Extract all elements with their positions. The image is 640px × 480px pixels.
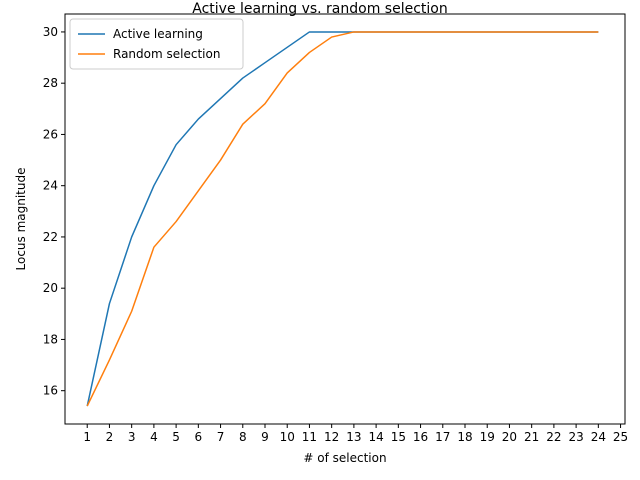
x-tick-label: 5 [172, 430, 180, 444]
x-tick-label: 8 [239, 430, 247, 444]
x-tick-label: 16 [413, 430, 428, 444]
y-tick-label: 18 [43, 332, 58, 346]
x-axis-label: # of selection [303, 451, 386, 465]
x-tick-label: 10 [280, 430, 295, 444]
chart-title: Active learning vs. random selection [192, 1, 447, 17]
x-tick-label: 3 [128, 430, 136, 444]
x-tick-label: 13 [346, 430, 361, 444]
y-tick-label: 30 [43, 25, 58, 39]
x-tick-label: 18 [457, 430, 472, 444]
y-tick-label: 28 [43, 76, 58, 90]
y-tick-label: 16 [43, 384, 58, 398]
legend: Active learning Random selection [69, 18, 244, 70]
legend-label: Active learning [113, 27, 203, 41]
x-tick-label: 17 [435, 430, 450, 444]
y-tick-label: 20 [43, 281, 58, 295]
x-tick-label: 23 [568, 430, 583, 444]
y-tick-label: 24 [43, 179, 58, 193]
x-tick-label: 21 [524, 430, 539, 444]
x-tick-label: 1 [83, 430, 91, 444]
x-tick-label: 4 [150, 430, 158, 444]
x-tick-label: 22 [546, 430, 561, 444]
y-axis-label: Locus magnitude [14, 168, 28, 271]
series-line-active-learning [86, 31, 599, 407]
x-tick-label: 12 [324, 430, 339, 444]
y-tick-label: 22 [43, 230, 58, 244]
x-tick-label: 24 [591, 430, 606, 444]
y-tick-label: 26 [43, 127, 58, 141]
x-tick-label: 15 [391, 430, 406, 444]
x-tick-label: 11 [302, 430, 317, 444]
x-tick-label: 20 [502, 430, 517, 444]
legend-box [69, 18, 244, 70]
legend-label: Random selection [113, 47, 220, 61]
x-tick-label: 2 [106, 430, 114, 444]
x-tick-label: 7 [217, 430, 225, 444]
x-tick-label: 19 [480, 430, 495, 444]
x-tick-label: 9 [261, 430, 269, 444]
x-tick-label: 14 [368, 430, 383, 444]
series-line-random-selection [86, 31, 599, 407]
plot-frame [64, 13, 626, 425]
x-tick-label: 6 [195, 430, 203, 444]
x-tick-label: 25 [613, 430, 628, 444]
